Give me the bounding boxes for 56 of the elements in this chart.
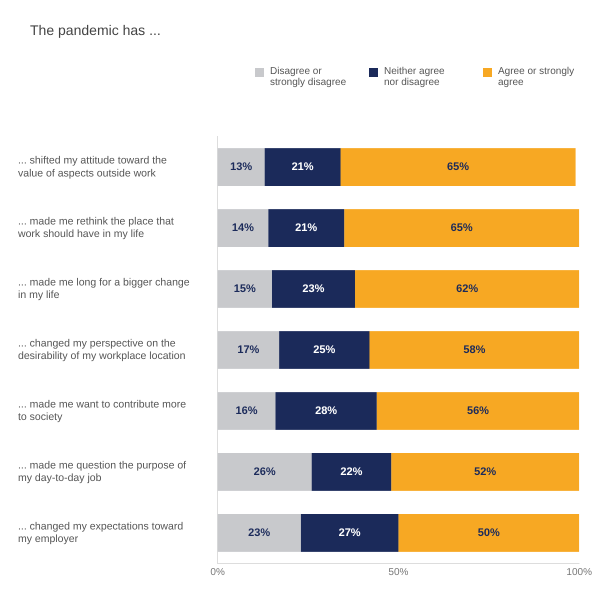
data-label: 26% bbox=[254, 466, 276, 478]
y-tick-label: ... shifted my attitude toward the value of aspects outside work bbox=[18, 154, 167, 180]
x-tick-label: 0% bbox=[210, 567, 225, 578]
bar bbox=[376, 392, 580, 430]
data-label: 65% bbox=[450, 222, 473, 234]
bar bbox=[272, 270, 356, 308]
bar bbox=[300, 514, 398, 552]
bar bbox=[218, 209, 268, 247]
bar bbox=[275, 392, 377, 430]
bar bbox=[218, 514, 301, 552]
data-label: 58% bbox=[463, 344, 486, 356]
y-tick-label: ... made me want to contribute more to society bbox=[18, 398, 186, 424]
data-label: 17% bbox=[237, 344, 260, 356]
bar bbox=[340, 148, 576, 186]
legend-label: Neither agree nor disagree bbox=[384, 66, 446, 88]
data-label: 21% bbox=[295, 222, 318, 234]
bar bbox=[391, 453, 580, 491]
bar bbox=[355, 270, 580, 308]
data-label: 14% bbox=[232, 222, 254, 234]
data-label: 27% bbox=[338, 526, 361, 539]
data-label: 21% bbox=[292, 161, 314, 174]
bar bbox=[312, 453, 392, 491]
y-tick-label: ... changed my expectations toward my employer bbox=[18, 520, 184, 546]
y-tick-label: ... made me rethink the place that work should have in my life bbox=[17, 216, 174, 240]
data-label: 62% bbox=[456, 283, 478, 296]
bar bbox=[218, 453, 312, 491]
data-label: 22% bbox=[340, 466, 363, 478]
text: The pandemic has ... bbox=[30, 22, 161, 38]
data-label: 15% bbox=[234, 283, 256, 296]
bar bbox=[279, 331, 370, 369]
bar bbox=[218, 270, 272, 308]
bar bbox=[218, 148, 265, 186]
bar bbox=[398, 514, 580, 552]
data-label: 13% bbox=[230, 161, 252, 174]
legend-label: Agree or strongly agree bbox=[498, 66, 575, 88]
x-tick-label: 50% bbox=[388, 567, 409, 578]
data-label: 50% bbox=[478, 526, 500, 539]
bar bbox=[218, 392, 276, 430]
y-tick-label: ... changed my perspective on the desirability of my workplace location bbox=[18, 338, 186, 362]
bar bbox=[218, 331, 280, 369]
data-label: 25% bbox=[313, 344, 336, 356]
data-label: 28% bbox=[315, 405, 338, 418]
data-label: 23% bbox=[302, 283, 325, 296]
bar bbox=[264, 148, 341, 186]
data-label: 52% bbox=[474, 466, 496, 478]
x-tick-label: 100% bbox=[566, 567, 592, 578]
bar bbox=[369, 331, 580, 369]
y-tick-label: ... made me long for a bigger change in my life bbox=[18, 276, 190, 302]
data-label: 23% bbox=[248, 526, 270, 539]
y-tick-label: ... made me question the purpose of my day-to-day job bbox=[18, 460, 186, 484]
data-label: 56% bbox=[466, 405, 490, 418]
data-label: 16% bbox=[236, 405, 258, 418]
bar bbox=[268, 209, 344, 247]
bar bbox=[344, 209, 580, 247]
legend-label: Disagree or strongly disagree bbox=[270, 66, 347, 88]
data-label: 65% bbox=[447, 161, 470, 174]
